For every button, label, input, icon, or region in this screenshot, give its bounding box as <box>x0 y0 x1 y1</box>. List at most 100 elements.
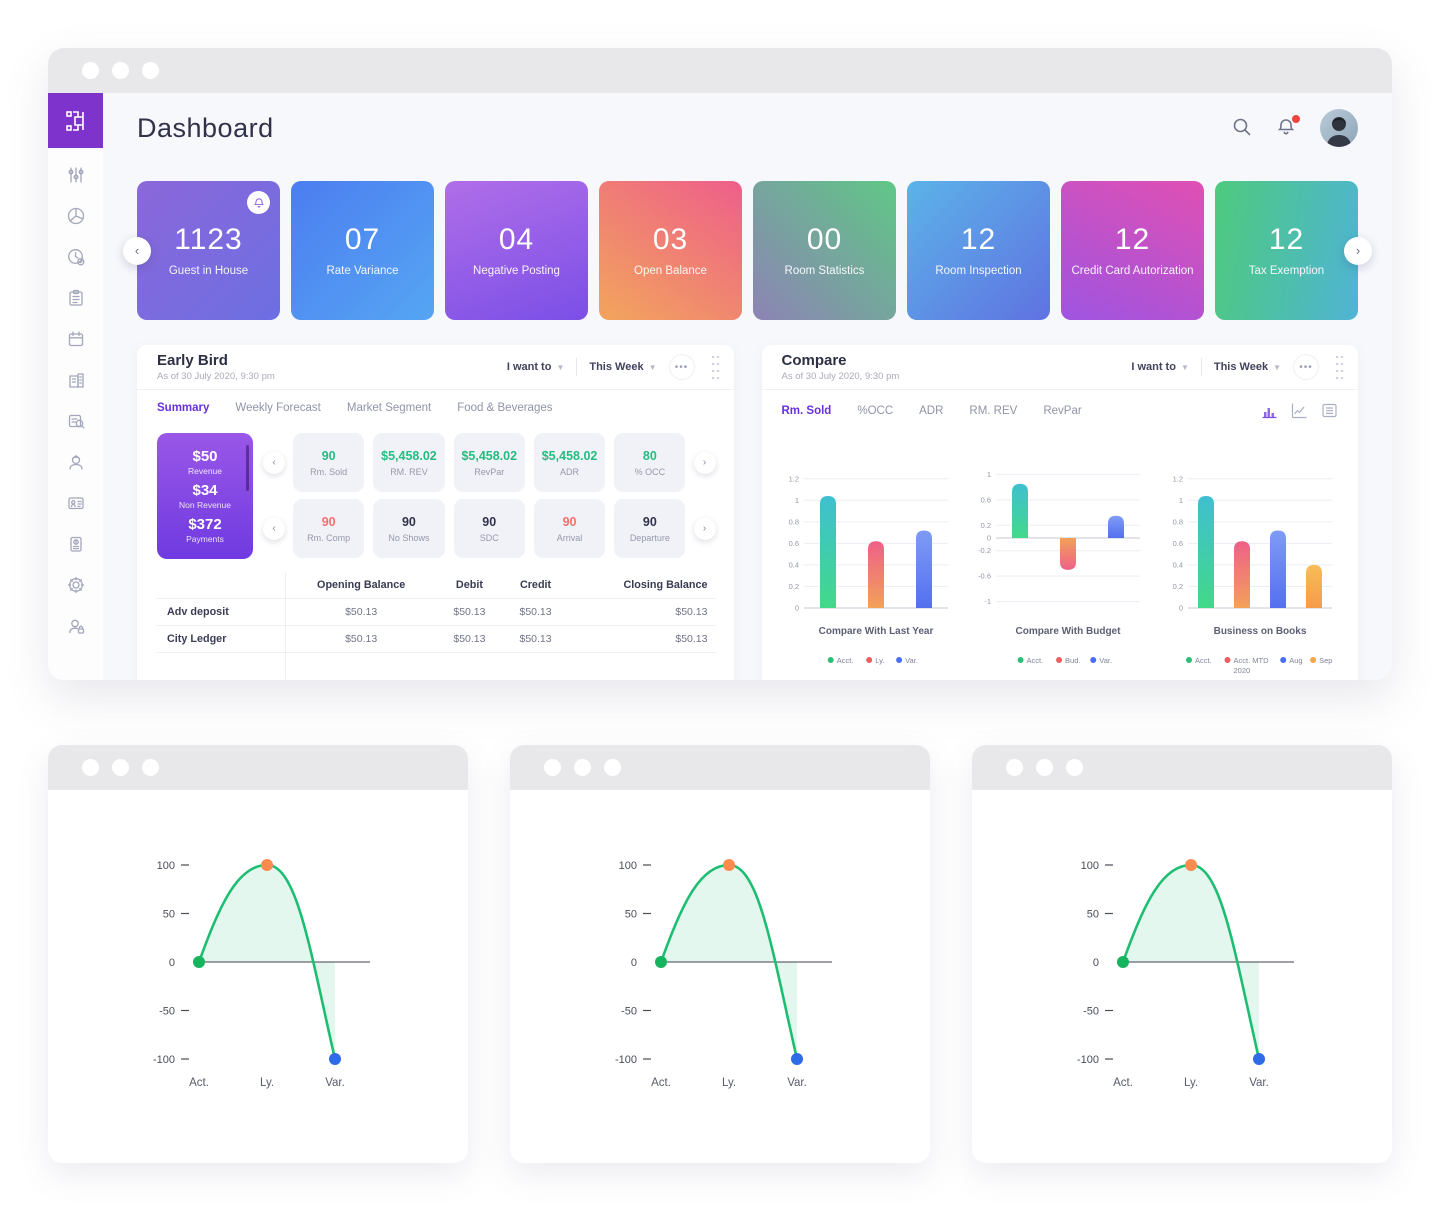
stat-card-negative-posting[interactable]: 04 Negative Posting <box>445 181 588 320</box>
svg-text:-100: -100 <box>615 1054 637 1066</box>
tab-rm-rev[interactable]: RM. REV <box>969 404 1018 417</box>
svg-text:Ly.: Ly. <box>1184 1077 1198 1089</box>
non-revenue-label: Non Revenue <box>179 499 231 510</box>
window-dot <box>604 759 621 776</box>
period-dropdown[interactable]: This Week ▼ <box>1213 361 1281 373</box>
kpi-value: 90 <box>321 448 336 463</box>
more-options-button[interactable]: ••• <box>668 354 695 380</box>
stat-card-guest-in-house[interactable]: 1123 Guest in House <box>137 181 280 320</box>
stat-label: Negative Posting <box>473 264 560 277</box>
sidebar-item-invoice-icon[interactable] <box>63 531 89 557</box>
search-icon[interactable] <box>1232 117 1254 139</box>
stat-value: 04 <box>498 222 535 256</box>
table-header-row: Opening Balance Debit Credit Closing Bal… <box>157 572 716 599</box>
tab-rm-sold[interactable]: Rm. Sold <box>781 404 832 417</box>
window-dot <box>574 759 591 776</box>
svg-text:-100: -100 <box>153 1054 175 1066</box>
stat-card-room-inspection[interactable]: 12 Room Inspection <box>907 181 1050 320</box>
kpi-chip-revpar: $5,458.02 RevPar <box>453 433 525 492</box>
table-view-icon[interactable] <box>1321 402 1338 419</box>
drag-handle-icon[interactable] <box>1335 354 1344 380</box>
tab-summary[interactable]: Summary <box>157 402 210 414</box>
kpi-label: RevPar <box>474 466 505 477</box>
bar-chart-icon[interactable] <box>1261 402 1278 419</box>
tab-market-segment[interactable]: Market Segment <box>346 402 432 414</box>
svg-text:Act.: Act. <box>651 1077 671 1089</box>
cards-next-button[interactable]: › <box>1344 236 1372 265</box>
line-chart-icon[interactable] <box>1291 402 1308 419</box>
stat-value: 1123 <box>174 222 243 256</box>
sidebar-item-id-card-icon[interactable] <box>63 490 89 516</box>
svg-text:0.4: 0.4 <box>1172 560 1182 569</box>
sidebar-item-pie-chart-icon[interactable] <box>63 203 89 229</box>
tab-revpar[interactable]: RevPar <box>1043 404 1082 417</box>
i-want-to-dropdown[interactable]: I want to ▼ <box>1131 361 1189 373</box>
col-header-closing-balance: Closing Balance <box>623 579 708 591</box>
sidebar-item-clock-check-icon[interactable] <box>63 244 89 270</box>
stat-card-tax-exemption[interactable]: 12 Tax Exemption <box>1215 181 1358 320</box>
stat-card-open-balance[interactable]: 03 Open Balance <box>599 181 742 320</box>
app-logo[interactable] <box>48 93 103 148</box>
kpi-chip-no-shows: 90 No Shows <box>373 499 445 558</box>
stat-card-credit-card-autorization[interactable]: 12 Credit Card Autorization <box>1061 181 1204 320</box>
kpi-value: 90 <box>482 514 497 529</box>
sidebar-item-calendar-icon[interactable] <box>63 326 89 352</box>
table-row-clipped <box>157 652 716 679</box>
sidebar-item-user-lock-icon[interactable] <box>63 613 89 639</box>
compare-charts: 1.2 1 0.8 0.6 0.4 0.2 0 Compare With Last Year A… <box>762 430 1359 677</box>
tab-adr[interactable]: ADR <box>919 404 944 417</box>
svg-text:0.6: 0.6 <box>1172 539 1182 548</box>
more-options-button[interactable]: ••• <box>1293 354 1319 380</box>
kpi-row1-prev-button[interactable]: ‹ <box>263 451 285 474</box>
sidebar-item-worker-icon[interactable] <box>63 449 89 475</box>
sidebar-item-document-search-icon[interactable] <box>63 408 89 434</box>
drag-handle-icon[interactable] <box>711 354 720 380</box>
topbar: Dashboard <box>137 93 1358 163</box>
svg-text:0: 0 <box>631 957 637 969</box>
chevron-down-icon: ▼ <box>556 362 565 372</box>
sidebar-item-clipboard-list-icon[interactable] <box>63 285 89 311</box>
kpi-chip--occ: 80 % OCC <box>614 433 686 492</box>
svg-text:Var.: Var. <box>787 1077 807 1089</box>
bell-icon[interactable] <box>1276 115 1300 139</box>
tab-food-beverages[interactable]: Food & Beverages <box>457 402 553 414</box>
svg-text:0: 0 <box>1179 604 1183 613</box>
page-title: Dashboard <box>137 112 274 143</box>
svg-text:Sep: Sep <box>1319 656 1332 665</box>
svg-text:0.2: 0.2 <box>1172 582 1182 591</box>
tab-weekly-forecast[interactable]: Weekly Forecast <box>235 402 321 414</box>
svg-text:0: 0 <box>1093 957 1099 969</box>
stat-value: 12 <box>1268 222 1305 256</box>
early-bird-header: Early Bird As of 30 July 2020, 9:30 pm I… <box>137 345 734 390</box>
tab-occ[interactable]: %OCC <box>857 404 894 417</box>
kpi-row2-prev-button[interactable]: ‹ <box>263 517 285 540</box>
stat-card-rate-variance[interactable]: 07 Rate Variance <box>291 181 434 320</box>
cards-prev-button[interactable]: ‹ <box>123 236 151 265</box>
chevron-down-icon: ▼ <box>1273 362 1281 372</box>
window-dot <box>1036 759 1053 776</box>
kpi-value: $5,458.02 <box>461 448 518 463</box>
kpi-row1-next-button[interactable]: › <box>693 451 716 474</box>
svg-text:-0.6: -0.6 <box>978 572 991 581</box>
sidebar-item-buildings-report-icon[interactable] <box>63 367 89 393</box>
window-titlebar <box>510 745 930 790</box>
card-bell-icon[interactable] <box>247 191 270 214</box>
kpi-row2-next-button[interactable]: › <box>693 517 716 540</box>
svg-text:1: 1 <box>794 496 798 505</box>
period-dropdown[interactable]: This Week ▼ <box>589 361 657 373</box>
svg-text:1.2: 1.2 <box>1172 474 1182 483</box>
stat-value: 00 <box>806 222 843 256</box>
scrollbar-thumb[interactable] <box>246 445 249 491</box>
svg-text:0: 0 <box>169 957 175 969</box>
stat-value: 03 <box>652 222 689 256</box>
svg-text:0.8: 0.8 <box>1172 517 1182 526</box>
svg-text:Var.: Var. <box>1099 656 1112 665</box>
stat-card-room-statistics[interactable]: 00 Room Statistics <box>753 181 896 320</box>
svg-text:Ly.: Ly. <box>722 1077 736 1089</box>
avatar[interactable] <box>1320 109 1358 147</box>
panels-row: Early Bird As of 30 July 2020, 9:30 pm I… <box>137 345 1358 680</box>
sidebar-item-sliders-icon[interactable] <box>63 162 89 188</box>
sidebar-item-settings-icon[interactable] <box>63 572 89 598</box>
i-want-to-dropdown[interactable]: I want to ▼ <box>506 361 565 373</box>
kpi-chip-adr: $5,458.02 ADR <box>533 433 606 492</box>
